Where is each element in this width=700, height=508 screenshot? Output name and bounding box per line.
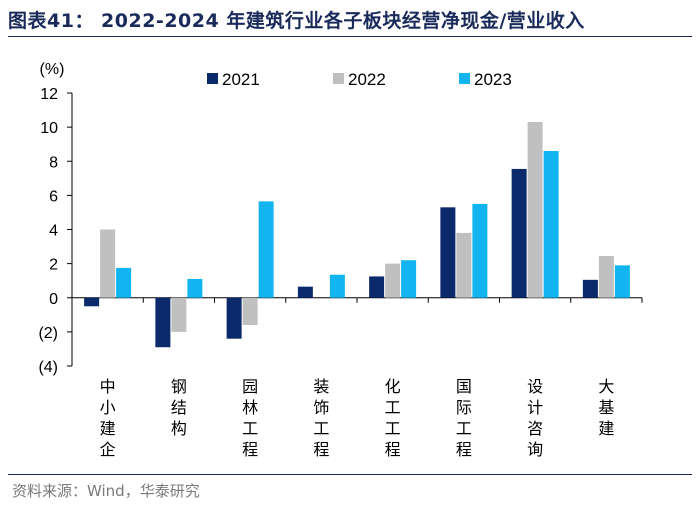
bar-2023-3 [329, 274, 345, 298]
bar-2022-1 [171, 297, 187, 332]
y-tick-label: 8 [49, 154, 58, 171]
x-category-label: 中小建企 [100, 377, 116, 459]
bar-2021-2 [226, 297, 242, 339]
bar-2021-6 [511, 168, 527, 298]
bar-2023-0 [116, 267, 132, 298]
bar-2023-5 [472, 203, 488, 298]
bar-2022-4 [385, 263, 401, 298]
x-category-label: 化工工程 [385, 377, 401, 459]
y-axis-unit-label: (%) [40, 61, 65, 78]
legend-swatch-2022 [333, 73, 344, 84]
legend-label-2021: 2021 [222, 70, 260, 89]
footer-divider [8, 474, 692, 475]
y-tick-label: 12 [40, 86, 58, 103]
bar-2023-2 [258, 201, 274, 298]
bar-2022-0 [100, 229, 116, 298]
bar-2022-7 [598, 255, 614, 298]
title-divider [8, 36, 692, 37]
x-category-label: 设计咨询 [527, 377, 543, 459]
legend-label-2023: 2023 [474, 70, 512, 89]
bar-2021-3 [297, 286, 313, 298]
bar-2021-5 [440, 207, 456, 298]
y-tick-label: (2) [38, 325, 58, 342]
bar-2022-6 [527, 122, 543, 298]
bar-2023-7 [614, 265, 630, 298]
bar-2022-5 [456, 232, 472, 298]
legend-label-2022: 2022 [348, 70, 386, 89]
bar-2021-0 [84, 297, 100, 307]
legend-swatch-2021 [207, 73, 218, 84]
y-tick-label: (4) [38, 359, 58, 376]
x-category-label: 装饰工程 [313, 377, 329, 459]
bar-2023-4 [401, 260, 417, 298]
legend-swatch-2023 [459, 73, 470, 84]
source-note: 资料来源：Wind，华泰研究 [12, 482, 200, 500]
x-category-label: 大基建 [598, 377, 614, 438]
y-tick-label: 4 [49, 223, 58, 240]
bar-2021-1 [155, 297, 171, 348]
bar-2023-1 [187, 278, 203, 298]
bar-2023-6 [543, 151, 559, 298]
chart-title: 图表41： 2022-2024 年建筑行业各子板块经营净现金/营业收入 [8, 10, 585, 32]
y-tick-label: 0 [49, 291, 58, 308]
bar-2022-2 [242, 297, 258, 326]
y-tick-label: 6 [49, 188, 58, 205]
x-category-label: 国际工程 [456, 377, 472, 459]
x-category-label: 钢结构 [171, 377, 187, 438]
bar-2021-7 [582, 279, 598, 298]
y-tick-label: 10 [40, 120, 58, 137]
x-category-label: 园林工程 [242, 377, 258, 459]
y-tick-label: 2 [49, 257, 58, 274]
bar-2021-4 [369, 276, 385, 298]
bar-chart: (%) 12 10 8 6 4 2 0 (2) (4) 2021 2022 2023 中小建企 钢结构 园… [38, 61, 643, 459]
